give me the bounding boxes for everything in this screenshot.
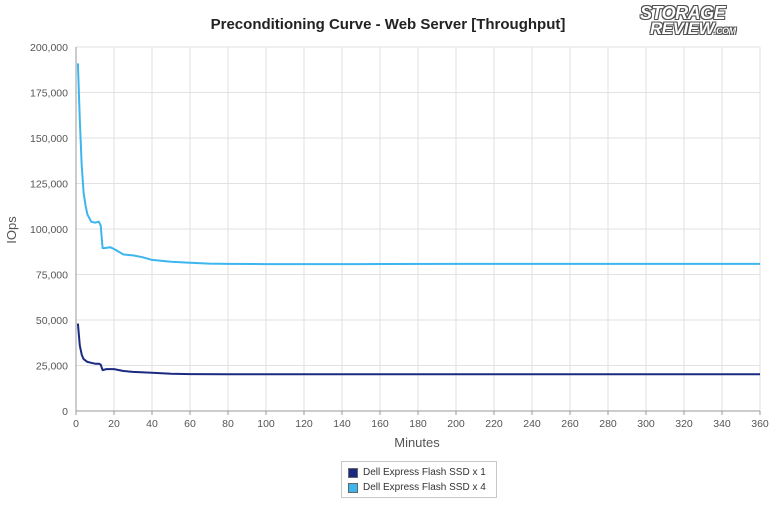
y-axis-label: IOps xyxy=(4,216,19,244)
x-tick-label: 40 xyxy=(146,418,158,430)
x-tick-label: 240 xyxy=(523,418,541,430)
x-tick-label: 320 xyxy=(675,418,693,430)
legend-label-series-2: Dell Express Flash SSD x 4 xyxy=(363,482,486,493)
x-tick-label: 0 xyxy=(73,418,79,430)
series-line-2 xyxy=(76,63,760,266)
storagereview-logo: STORAGE REVIEW.COM xyxy=(636,3,766,39)
grid-lines xyxy=(76,46,761,411)
x-tick-label: 20 xyxy=(108,418,120,430)
legend-swatch-series-2 xyxy=(348,482,358,493)
x-tick-label: 200 xyxy=(447,418,465,430)
series-lines xyxy=(76,63,760,376)
x-tick-label: 160 xyxy=(371,418,389,430)
logo-suffix: .COM xyxy=(714,26,736,36)
chart-title: Preconditioning Curve - Web Server [Thro… xyxy=(211,16,566,33)
y-tick-label: 0 xyxy=(62,406,68,418)
x-tick-label: 360 xyxy=(751,418,769,430)
y-tick-label: 75,000 xyxy=(36,270,68,282)
x-tick-label: 280 xyxy=(599,418,617,430)
logo-line-2: REVIEW.COM xyxy=(636,19,766,39)
legend-swatch-series-1 xyxy=(348,467,358,478)
x-tick-label: 120 xyxy=(295,418,313,430)
y-tick-label: 50,000 xyxy=(36,315,68,327)
y-tick-label: 200,000 xyxy=(30,42,68,54)
x-tick-label: 260 xyxy=(561,418,579,430)
y-tick-label: 150,000 xyxy=(30,133,68,145)
legend-item-series-1: Dell Express Flash SSD x 1 xyxy=(348,465,490,480)
y-tick-label: 175,000 xyxy=(30,88,68,100)
x-tick-label: 300 xyxy=(637,418,655,430)
series-line-1 xyxy=(76,323,760,376)
x-tick-label: 80 xyxy=(222,418,234,430)
legend-label-series-1: Dell Express Flash SSD x 1 xyxy=(363,467,486,478)
y-tick-label: 25,000 xyxy=(36,361,68,373)
logo-line-1: STORAGE xyxy=(640,3,726,23)
legend-item-series-2: Dell Express Flash SSD x 4 xyxy=(348,480,490,495)
x-tick-label: 100 xyxy=(257,418,275,430)
x-tick-label: 220 xyxy=(485,418,503,430)
y-tick-label: 100,000 xyxy=(30,224,68,236)
logo-line-2-text: REVIEW xyxy=(650,19,715,38)
x-tick-label: 140 xyxy=(333,418,351,430)
x-axis-label: Minutes xyxy=(394,435,440,450)
x-tick-label: 340 xyxy=(713,418,731,430)
x-tick-label: 180 xyxy=(409,418,427,430)
x-tick-label: 60 xyxy=(184,418,196,430)
axes xyxy=(75,47,761,415)
y-tick-label: 125,000 xyxy=(30,179,68,191)
chart-legend: Dell Express Flash SSD x 1 Dell Express … xyxy=(341,461,497,498)
tick-labels: 0 20 40 60 80 100 120 140 160 180 200 220 240 260 280 3… xyxy=(30,42,769,430)
